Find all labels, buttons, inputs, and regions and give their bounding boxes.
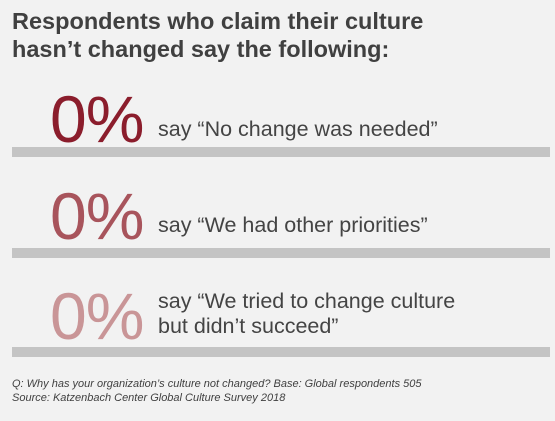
chart-title: Respondents who claim their culture hasn… bbox=[12, 7, 547, 63]
stat-text-3: say “We tried to change culture but didn… bbox=[158, 289, 455, 339]
stat-value-1: 0% bbox=[50, 82, 144, 156]
title-line-2: hasn’t changed say the following: bbox=[12, 36, 390, 62]
footnote-source: Source: Katzenbach Center Global Culture… bbox=[12, 392, 286, 404]
title-line-1: Respondents who claim their culture bbox=[12, 8, 424, 34]
divider-3 bbox=[12, 347, 550, 357]
stat-text-3-line-2: but didn’t succeed” bbox=[158, 314, 339, 338]
divider-1 bbox=[12, 147, 550, 157]
stat-text-3-line-1: say “We tried to change culture bbox=[158, 289, 456, 313]
footnote: Q: Why has your organization’s culture n… bbox=[12, 377, 422, 405]
stat-value-3: 0% bbox=[50, 279, 144, 353]
divider-2 bbox=[12, 248, 550, 258]
stat-text-2: say “We had other priorities” bbox=[158, 213, 428, 238]
footnote-question: Q: Why has your organization’s culture n… bbox=[12, 378, 422, 390]
stat-text-1: say “No change was needed” bbox=[158, 117, 438, 142]
stat-text-2-line-1: say “We had other priorities” bbox=[158, 213, 428, 237]
stat-text-1-line-1: say “No change was needed” bbox=[158, 117, 438, 141]
stat-value-2: 0% bbox=[50, 179, 144, 253]
